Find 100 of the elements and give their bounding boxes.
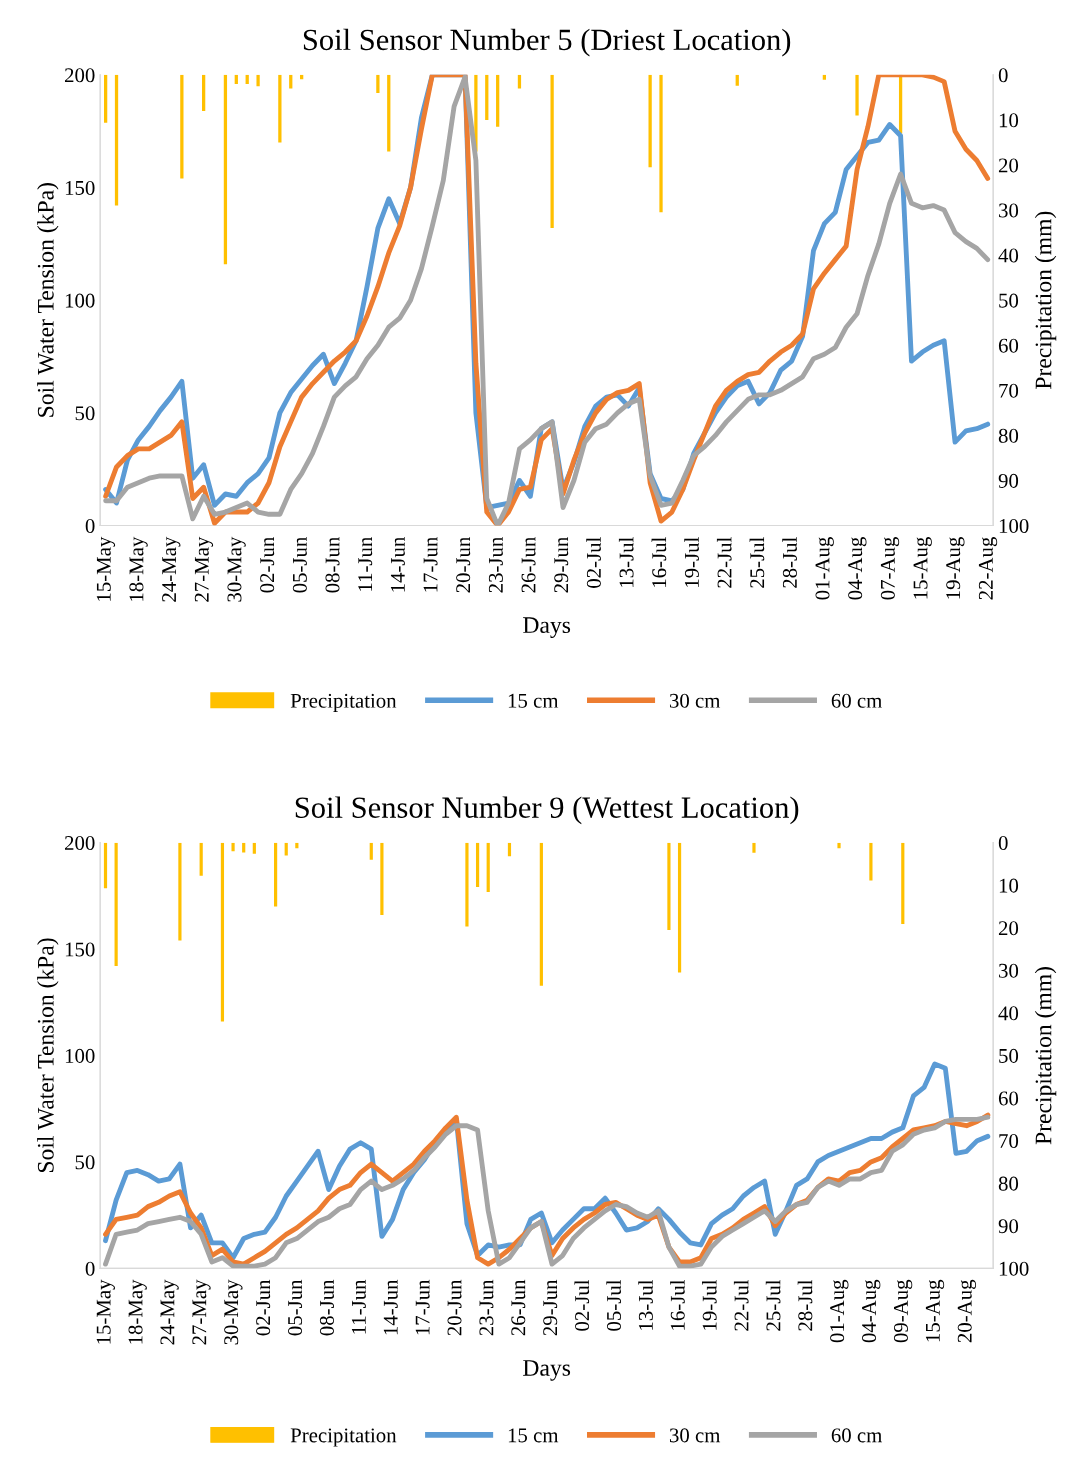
x-tick-label: 01-Aug — [815, 537, 834, 600]
bar — [220, 842, 225, 1022]
y2-tick-label: 70 — [999, 1134, 1019, 1149]
x-tick-label: 20-Aug — [957, 1279, 977, 1343]
x-tick-label: 20-Jun — [447, 1279, 462, 1336]
y2-tick-label: 80 — [998, 428, 1019, 443]
bar — [901, 842, 905, 924]
legend-label: Precipitation — [290, 1428, 397, 1447]
y2-axis-title: Precipitation (mm) — [1034, 211, 1057, 390]
x-tick-label: 26-Jun — [511, 1279, 526, 1336]
x-tick-label: 16-Jul — [670, 1279, 685, 1330]
x-tick-label: 05-Jun — [288, 1279, 303, 1336]
legend-label: 60 cm — [831, 693, 883, 708]
x-tick-label: 17-Jun — [415, 1279, 430, 1335]
x-tick-label: 22-Aug — [978, 537, 998, 600]
bar — [104, 74, 108, 123]
y-tick-label: 50 — [75, 1155, 95, 1170]
y2-tick-label: 80 — [998, 1176, 1019, 1191]
bar — [496, 74, 500, 127]
y2-tick-label: 30 — [999, 963, 1019, 978]
x-tick-label: 30-May — [224, 1279, 243, 1345]
x-tick-label: 26-Jun — [521, 536, 536, 593]
x-tick-label: 19-Jul — [684, 537, 699, 587]
bar — [659, 74, 663, 213]
x-tick-label: 02-Jun — [256, 1279, 271, 1336]
bar — [507, 842, 512, 857]
y2-tick-label: 50 — [999, 1048, 1019, 1063]
x-tick-label: 16-Jul — [651, 537, 667, 587]
y2-tick-label: 40 — [998, 1006, 1019, 1021]
x-tick-label: 04-Aug — [862, 1279, 881, 1343]
bar — [465, 842, 469, 927]
bar — [202, 74, 206, 111]
x-tick-label: 25-Jul — [749, 537, 765, 588]
legend-label: 15 cm — [508, 693, 559, 708]
bar — [677, 842, 682, 973]
x-tick-label: 23-Jun — [488, 536, 503, 593]
bar — [486, 842, 490, 893]
x-tick-label: 13-Jul — [618, 537, 634, 587]
legend-label: 60 cm — [831, 1428, 883, 1443]
y2-tick-label: 70 — [999, 383, 1019, 398]
legend-label: 30 cm — [669, 1428, 721, 1443]
y2-tick-label: 30 — [999, 203, 1019, 218]
bar — [837, 842, 841, 849]
x-tick-label: 29-Jun — [543, 1279, 558, 1336]
y2-tick-label: 100 — [999, 1261, 1029, 1276]
bar — [231, 842, 235, 852]
bar — [475, 842, 480, 887]
x-tick-label: 07-Aug — [880, 537, 900, 600]
x-tick-label: 27-May — [192, 1279, 211, 1345]
y2-axis-title: Precipitation (mm) — [1034, 967, 1057, 1145]
x-tick-label: 14-Jun — [390, 536, 405, 592]
x-tick-label: 22-Jul — [716, 537, 732, 588]
y-tick-label: 50 — [75, 406, 95, 421]
y2-tick-label: 50 — [999, 293, 1019, 308]
x-tick-label: 15-May — [96, 536, 116, 601]
x-tick-label: 24-May — [160, 1279, 179, 1345]
chart-title: Soil Sensor Number 9 (Wettest Location) — [295, 796, 799, 825]
bar — [387, 74, 391, 152]
x-tick-label: 05-Jun — [292, 536, 307, 593]
x-tick-label: 24-May — [162, 536, 181, 602]
x-tick-label: 18-May — [128, 1279, 147, 1344]
x-tick-label: 30-May — [227, 536, 246, 602]
y2-tick-label: 20 — [998, 921, 1019, 936]
x-tick-label: 23-Jun — [479, 1279, 494, 1336]
x-tick-label: 05-Jul — [606, 1279, 621, 1331]
x-tick-label: 19-Jul — [702, 1279, 717, 1330]
bar — [180, 74, 184, 179]
legend-label: Precipitation — [290, 693, 397, 713]
bar — [855, 74, 859, 116]
bar — [667, 842, 671, 930]
y-tick-label: 150 — [65, 942, 95, 957]
bar — [376, 74, 380, 93]
x-tick-label: 28-Jul — [797, 1279, 813, 1331]
bar — [485, 74, 489, 120]
bar — [278, 74, 282, 143]
x-tick-label: 29-Jun — [554, 536, 569, 593]
bar — [369, 842, 373, 860]
y2-tick-label: 100 — [999, 518, 1029, 533]
bar — [274, 842, 278, 907]
bar — [199, 842, 203, 876]
bar — [256, 74, 260, 87]
y2-tick-label: 10 — [999, 113, 1019, 128]
x-tick-label: 01-Aug — [830, 1279, 849, 1343]
bar — [245, 74, 249, 84]
bar — [234, 74, 238, 84]
x-tick-label: 27-May — [194, 536, 214, 602]
y-tick-label: 200 — [64, 836, 95, 851]
y-tick-label: 0 — [85, 518, 95, 533]
x-tick-label: 08-Jun — [325, 536, 340, 593]
x-tick-label: 04-Aug — [848, 537, 867, 600]
x-tick-label: 02-Jul — [586, 537, 601, 588]
x-tick-label: 25-Jul — [765, 1279, 781, 1331]
x-axis-title: Days — [523, 1360, 571, 1381]
x-tick-label: 02-Jun — [260, 536, 275, 593]
bar — [550, 74, 554, 229]
x-tick-label: 15-Aug — [925, 1279, 945, 1342]
y2-tick-label: 90 — [998, 473, 1019, 488]
bar — [103, 842, 108, 889]
legend-label: 30 cm — [669, 693, 721, 708]
x-tick-label: 28-Jul — [782, 537, 797, 588]
